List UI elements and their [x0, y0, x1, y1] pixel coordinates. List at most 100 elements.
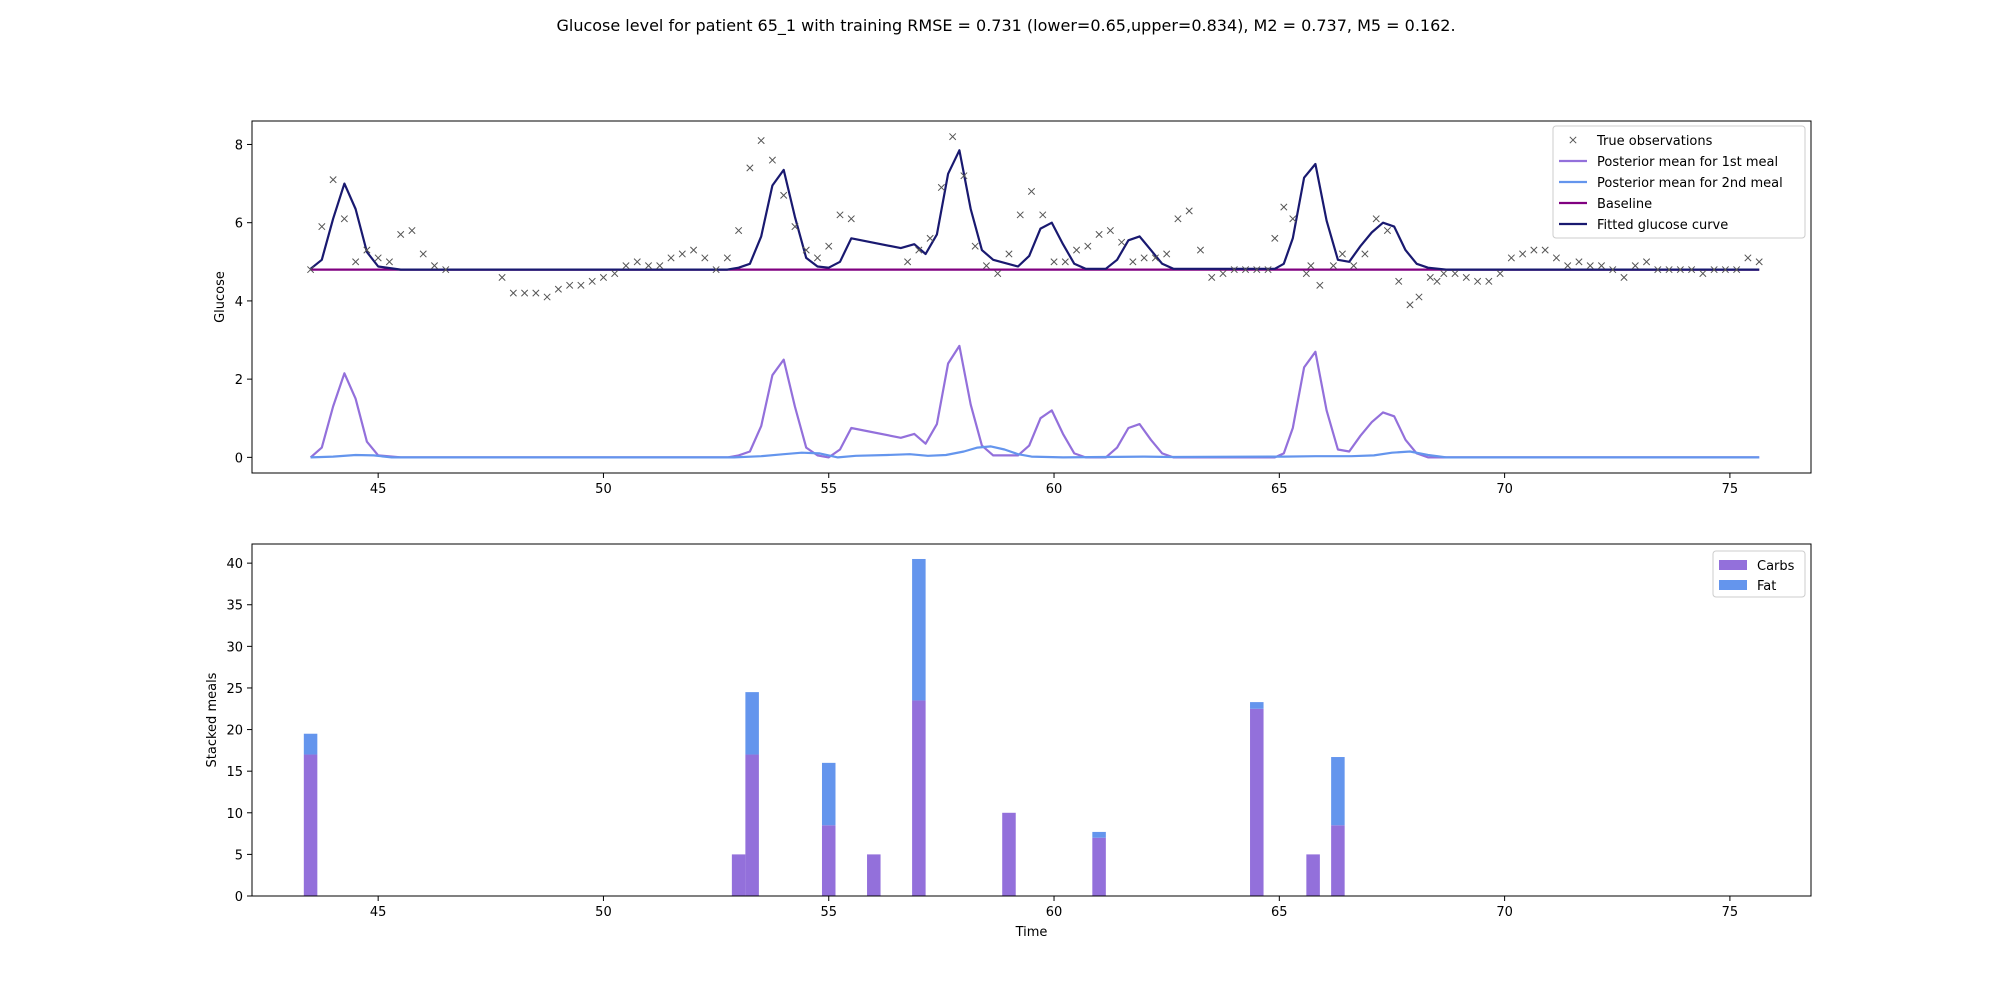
observation-point [1433, 277, 1441, 285]
observation-point [971, 242, 979, 250]
bottom-y-tick-label: 10 [226, 807, 243, 822]
bar-fat [912, 558, 926, 701]
observation-point [1316, 281, 1324, 289]
observation-point [1721, 266, 1729, 274]
top-y-axis-label: Glucose [213, 271, 228, 323]
observation-point [329, 176, 337, 184]
observation-point [419, 250, 427, 258]
legend-swatch-fat [1719, 580, 1747, 590]
glucose-chart: 45 50 55 60 65 70 75 0 2 4 6 8 Glucose True observati… [213, 120, 1812, 497]
top-x-tick-label: 70 [1496, 482, 1513, 497]
legend-swatch-carbs [1719, 560, 1747, 570]
observation-point [1264, 266, 1272, 274]
observation-point [780, 191, 788, 199]
observation-point [509, 289, 517, 297]
observation-point [611, 269, 619, 278]
observation-point [757, 137, 765, 145]
observation-point [363, 246, 371, 254]
observation-point [577, 281, 585, 289]
figure-title: Glucose level for patient 65_1 with trai… [556, 16, 1455, 36]
observation-point [1541, 246, 1549, 254]
observation-point [667, 254, 675, 262]
legend-label-fitted: Fitted glucose curve [1597, 218, 1728, 233]
bar-fat [821, 762, 836, 826]
bottom-y-axis-label: Stacked meals [205, 672, 220, 767]
observation-point [352, 258, 360, 266]
legend-swatch-observations [1569, 136, 1577, 144]
top-x-tick-label: 60 [1046, 482, 1063, 497]
observation-point [937, 183, 945, 192]
observation-point [1338, 250, 1346, 258]
bottom-x-tick-label: 75 [1722, 905, 1739, 920]
bar-fat [1250, 702, 1264, 709]
meals-legend: Carbs Fat [1712, 550, 1806, 598]
observation-point [430, 262, 439, 270]
observation-point [1507, 254, 1515, 262]
observation-point [1597, 262, 1606, 270]
observation-point [746, 164, 754, 172]
bar-carbs [303, 754, 318, 896]
observation-point [1462, 273, 1470, 281]
observation-point [1642, 258, 1651, 266]
observation-point [318, 223, 326, 231]
observation-point [1415, 293, 1423, 301]
bottom-plot-frame [251, 543, 1812, 897]
observation-point [442, 266, 450, 274]
observation-point [656, 262, 664, 270]
bottom-x-tick-label: 70 [1496, 905, 1513, 920]
observation-point [1665, 266, 1673, 274]
bar-carbs [745, 754, 759, 896]
legend-label-baseline: Baseline [1597, 197, 1652, 212]
observation-point [1185, 207, 1193, 215]
bottom-x-tick-label: 45 [370, 905, 387, 920]
series-line-meal2 [310, 445, 1760, 459]
observation-point [1280, 203, 1288, 211]
observation-point [385, 258, 393, 266]
observation-point [813, 254, 822, 262]
observation-point [521, 289, 529, 297]
observation-point [926, 234, 934, 242]
observation-point [1174, 215, 1182, 223]
observation-point [1586, 262, 1594, 270]
bar-carbs [1250, 708, 1264, 896]
observation-point [825, 242, 833, 250]
observation-point [1129, 258, 1137, 266]
observation-point [1361, 250, 1369, 258]
observation-point [701, 254, 709, 262]
observation-point [1372, 215, 1380, 223]
observation-point [566, 281, 574, 289]
bar-fat [745, 692, 759, 755]
top-x-tick-label: 50 [595, 482, 612, 497]
observation-point [678, 250, 686, 258]
observation-point [633, 258, 641, 266]
bar-fat [1092, 831, 1106, 838]
observation-point [1688, 266, 1696, 274]
bottom-y-tick-label: 25 [226, 682, 243, 697]
observation-point [1005, 250, 1013, 258]
observation-point [307, 266, 315, 274]
observation-point [904, 258, 912, 266]
observation-point [1620, 273, 1628, 281]
observation-point [1383, 226, 1392, 235]
observation-point [408, 226, 416, 235]
observation-point [1474, 277, 1482, 285]
observation-point [1084, 242, 1092, 250]
bar-carbs [821, 825, 836, 896]
observation-point [1699, 269, 1707, 278]
observation-point [1519, 250, 1527, 258]
legend-label-observations: True observations [1596, 134, 1713, 149]
bottom-y-tick-label: 35 [226, 599, 243, 614]
observation-point [1208, 273, 1216, 281]
bottom-x-axis-label: Time [1015, 925, 1048, 940]
observation-point [1140, 254, 1148, 262]
observation-point [1440, 269, 1448, 278]
observation-point [712, 266, 720, 274]
bar-fat [1331, 757, 1345, 826]
observation-point [1609, 266, 1617, 274]
bottom-y-tick-label: 30 [226, 640, 243, 655]
observation-point [1302, 269, 1310, 278]
observation-point [397, 230, 405, 238]
observation-point [588, 277, 596, 285]
observation-point [949, 133, 957, 141]
